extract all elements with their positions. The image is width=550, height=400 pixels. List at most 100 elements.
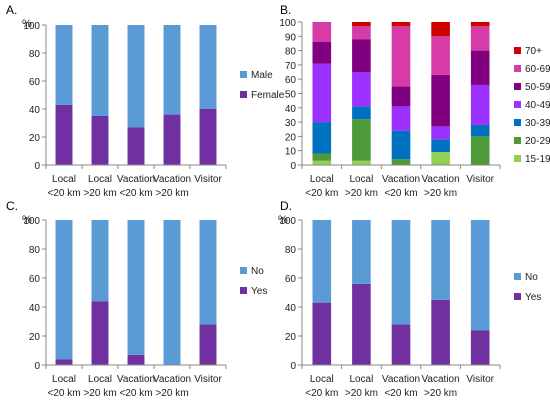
bar-segment-b xyxy=(431,22,450,37)
x-tick-label-b: Vacation xyxy=(422,174,460,185)
bar-segment-b xyxy=(391,86,411,107)
bar-segment-a xyxy=(55,104,73,165)
legend-label-c: Yes xyxy=(251,286,267,297)
x-tick-label-b: Visitor xyxy=(466,174,494,185)
bar-segment-c xyxy=(199,324,217,365)
bar-segment-b xyxy=(431,74,450,127)
y-tick-label-b: 50 xyxy=(285,90,297,101)
x-tick-label-d: Visitor xyxy=(466,374,494,385)
bar-segment-b xyxy=(470,50,490,85)
legend-label-b: 15-19 xyxy=(525,154,550,165)
x-tick-label-c: Local xyxy=(52,374,76,385)
bar-segment-b xyxy=(391,26,411,87)
bar-segment-b xyxy=(391,159,411,165)
y-tick-label-a: 60 xyxy=(29,77,41,88)
x-tick-label-d: >20 km xyxy=(424,388,457,399)
y-tick-label-c: 0 xyxy=(34,361,40,372)
panel-label-d: D. xyxy=(280,199,292,213)
y-tick-label-d: 40 xyxy=(285,303,297,314)
y-tick-label-c: 40 xyxy=(29,303,41,314)
x-tick-label-c: Visitor xyxy=(194,374,222,385)
x-tick-label-b: >20 km xyxy=(424,188,457,199)
y-tick-label-b: 80 xyxy=(285,47,297,58)
y-tick-label-c: 60 xyxy=(29,274,41,285)
y-tick-label-b: 30 xyxy=(285,118,297,129)
bar-segment-b xyxy=(312,160,332,165)
y-tick-label-c: 80 xyxy=(29,245,41,256)
bar-segment-b xyxy=(431,126,450,140)
y-tick-label-d: 80 xyxy=(285,245,297,256)
bar-segment-c xyxy=(91,220,109,302)
y-tick-label-c: 20 xyxy=(29,332,41,343)
bar-segment-b xyxy=(431,139,450,153)
y-tick-label-b: 20 xyxy=(285,132,297,143)
y-tick-label-a: 100 xyxy=(23,21,40,32)
bar-segment-a xyxy=(127,25,145,128)
bar-segment-b xyxy=(352,160,371,165)
y-tick-label-b: 70 xyxy=(285,61,297,72)
x-tick-label-d: Vacation xyxy=(382,374,420,385)
bar-segment-b xyxy=(312,63,332,123)
x-tick-label-d: Local xyxy=(349,374,373,385)
bar-segment-d xyxy=(431,220,450,300)
bar-segment-d xyxy=(431,299,450,365)
bar-segment-b xyxy=(470,136,490,165)
legend-label-d: Yes xyxy=(525,292,541,303)
legend-label-c: No xyxy=(251,266,264,277)
y-tick-label-b: 90 xyxy=(285,32,297,43)
x-tick-label-a: >20 km xyxy=(155,188,188,199)
x-tick-label-b: Local xyxy=(310,174,334,185)
y-tick-label-b: 60 xyxy=(285,75,297,86)
y-tick-label-b: 10 xyxy=(285,147,297,158)
y-tick-label-b: 0 xyxy=(290,161,296,172)
legend-label-a: Female xyxy=(251,90,285,101)
x-tick-label-c: Local xyxy=(88,374,112,385)
y-tick-label-d: 0 xyxy=(290,361,296,372)
bar-segment-b xyxy=(312,42,332,64)
legend-label-b: 30-39 xyxy=(525,118,550,129)
bar-segment-b xyxy=(312,122,332,154)
legend-swatch-b xyxy=(514,119,521,126)
x-tick-label-a: >20 km xyxy=(83,188,116,199)
bar-segment-b xyxy=(391,22,411,27)
bar-segment-b xyxy=(470,22,490,27)
x-tick-label-d: Local xyxy=(310,374,334,385)
legend-swatch-a xyxy=(240,91,247,98)
legend-label-a: Male xyxy=(251,70,273,81)
legend-swatch-b xyxy=(514,65,521,72)
legend-label-b: 50-59 xyxy=(525,82,550,93)
legend-swatch-b xyxy=(514,137,521,144)
bar-segment-c xyxy=(127,220,145,355)
x-tick-label-d: Vacation xyxy=(422,374,460,385)
bar-segment-b xyxy=(470,124,490,137)
bar-segment-a xyxy=(55,25,73,105)
bar-segment-d xyxy=(470,220,490,331)
bar-segment-a xyxy=(127,127,145,165)
x-tick-label-c: <20 km xyxy=(119,388,152,399)
y-unit-label-d: % xyxy=(278,214,288,226)
x-tick-label-c: Vacation xyxy=(117,374,155,385)
x-tick-label-a: Vacation xyxy=(117,174,155,185)
bar-segment-b xyxy=(352,119,371,161)
legend-swatch-b xyxy=(514,155,521,162)
y-tick-label-b: 100 xyxy=(279,18,296,29)
legend-swatch-c xyxy=(240,267,247,274)
bar-segment-c xyxy=(127,354,145,365)
bar-segment-b xyxy=(352,106,371,120)
legend-swatch-a xyxy=(240,71,247,78)
x-tick-label-c: <20 km xyxy=(47,388,80,399)
bar-segment-a xyxy=(163,25,181,115)
y-tick-label-a: 20 xyxy=(29,133,41,144)
x-tick-label-b: >20 km xyxy=(345,188,378,199)
y-unit-label-a: % xyxy=(22,18,32,30)
bar-segment-b xyxy=(352,26,371,40)
x-tick-label-c: >20 km xyxy=(83,388,116,399)
bar-segment-a xyxy=(199,25,217,109)
bar-segment-c xyxy=(55,359,73,365)
x-tick-label-a: Vacation xyxy=(153,174,191,185)
bar-segment-a xyxy=(91,25,109,116)
bar-segment-b xyxy=(312,22,332,43)
bar-segment-c xyxy=(91,301,109,365)
y-tick-label-a: 80 xyxy=(29,49,41,60)
